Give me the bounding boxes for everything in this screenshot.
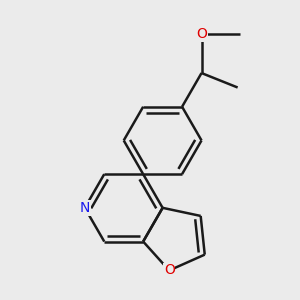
- Text: O: O: [164, 263, 175, 278]
- Text: N: N: [80, 201, 90, 215]
- Text: O: O: [196, 27, 207, 41]
